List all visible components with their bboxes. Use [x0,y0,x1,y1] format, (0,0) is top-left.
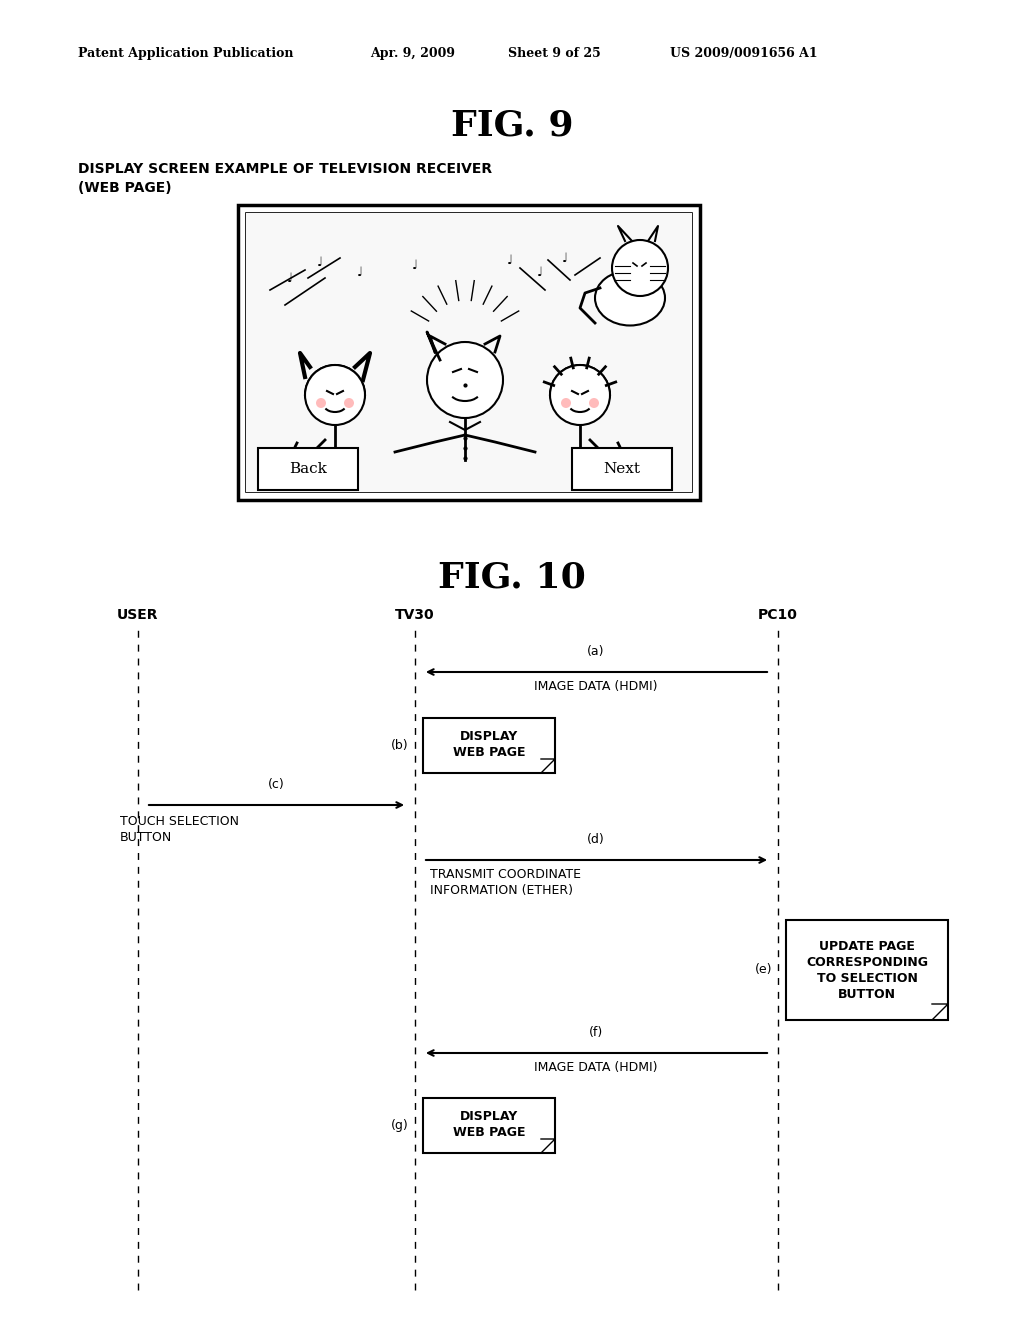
Text: ♩: ♩ [507,253,513,267]
Text: Apr. 9, 2009: Apr. 9, 2009 [370,48,455,59]
Text: US 2009/0091656 A1: US 2009/0091656 A1 [670,48,817,59]
Circle shape [427,342,503,418]
Text: UPDATE PAGE
CORRESPONDING
TO SELECTION
BUTTON: UPDATE PAGE CORRESPONDING TO SELECTION B… [806,940,928,1001]
Circle shape [344,399,354,408]
Text: DISPLAY SCREEN EXAMPLE OF TELEVISION RECEIVER
(WEB PAGE): DISPLAY SCREEN EXAMPLE OF TELEVISION REC… [78,162,493,195]
Text: (f): (f) [589,1026,603,1039]
Text: Next: Next [603,462,640,477]
Ellipse shape [595,271,665,326]
Bar [246,213,692,492]
Text: (e): (e) [755,964,772,977]
Text: ♩: ♩ [537,265,543,279]
Text: DISPLAY
WEB PAGE: DISPLAY WEB PAGE [453,730,525,759]
Bar [258,447,358,490]
Bar [423,1098,555,1152]
Circle shape [561,399,571,408]
Bar [423,718,555,774]
Text: TOUCH SELECTION
BUTTON: TOUCH SELECTION BUTTON [120,814,239,843]
Circle shape [589,399,599,408]
Bar [786,920,948,1020]
Text: FIG. 10: FIG. 10 [438,560,586,594]
Bar [572,447,672,490]
Text: (b): (b) [391,738,409,751]
Text: IMAGE DATA (HDMI): IMAGE DATA (HDMI) [535,680,657,693]
Text: ♩: ♩ [317,256,323,268]
Text: DISPLAY
WEB PAGE: DISPLAY WEB PAGE [453,1110,525,1139]
Text: FIG. 9: FIG. 9 [451,108,573,143]
Text: (d): (d) [587,833,605,846]
Text: ♩: ♩ [287,272,293,285]
Bar [246,213,692,492]
Text: TRANSMIT COORDINATE
INFORMATION (ETHER): TRANSMIT COORDINATE INFORMATION (ETHER) [430,869,581,898]
Text: Patent Application Publication: Patent Application Publication [78,48,294,59]
Text: ♩: ♩ [357,265,362,279]
Circle shape [305,366,365,425]
Circle shape [550,366,610,425]
Text: Back: Back [289,462,327,477]
Text: ♩: ♩ [562,252,568,264]
Wedge shape [550,366,610,395]
Text: Sheet 9 of 25: Sheet 9 of 25 [508,48,601,59]
Text: (a): (a) [587,645,605,657]
Text: ♩: ♩ [412,259,418,272]
Bar [238,205,700,500]
Text: TV30: TV30 [395,609,435,622]
Circle shape [316,399,326,408]
Text: IMAGE DATA (HDMI): IMAGE DATA (HDMI) [535,1061,657,1074]
Text: (g): (g) [391,1118,409,1131]
Text: (c): (c) [267,777,285,791]
Wedge shape [305,366,365,395]
Text: PC10: PC10 [758,609,798,622]
Text: USER: USER [118,609,159,622]
Circle shape [612,240,668,296]
